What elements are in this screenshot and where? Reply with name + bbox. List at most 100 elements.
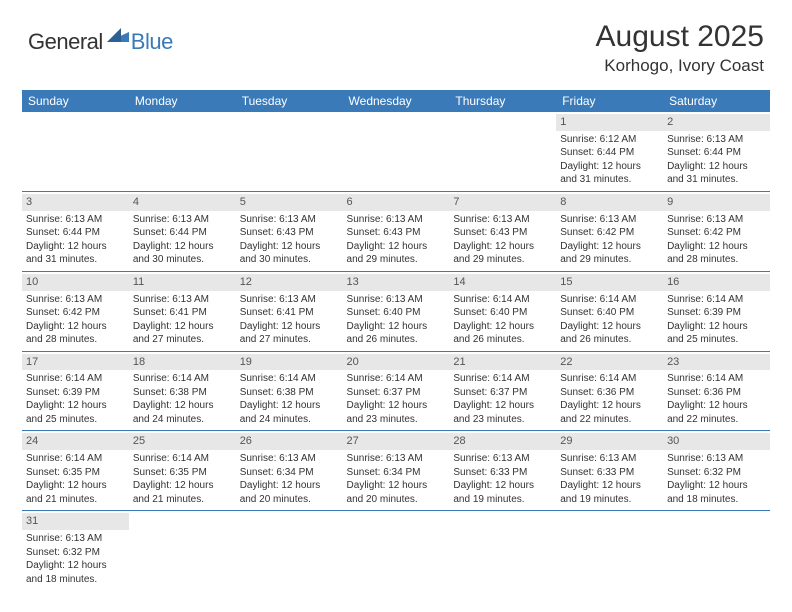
cell-text: Daylight: 12 hours (560, 479, 659, 493)
cell-text: Daylight: 12 hours (133, 240, 232, 254)
header: General Blue August 2025 Korhogo, Ivory … (0, 0, 792, 84)
day-number: 19 (236, 354, 343, 371)
cell-text: Sunset: 6:32 PM (667, 466, 766, 480)
cell-text: Sunset: 6:43 PM (240, 226, 339, 240)
cell-text: Sunrise: 6:14 AM (453, 293, 552, 307)
day-number: 25 (129, 433, 236, 450)
calendar-cell (129, 511, 236, 590)
calendar-cell: 13Sunrise: 6:13 AMSunset: 6:40 PMDayligh… (343, 271, 450, 351)
day-number: 14 (449, 274, 556, 291)
calendar-row: 3Sunrise: 6:13 AMSunset: 6:44 PMDaylight… (22, 191, 770, 271)
cell-text: Sunrise: 6:13 AM (347, 293, 446, 307)
cell-text: Daylight: 12 hours (560, 160, 659, 174)
day-number: 27 (343, 433, 450, 450)
cell-text: and 26 minutes. (453, 333, 552, 347)
cell-text: and 28 minutes. (667, 253, 766, 267)
cell-text: Sunrise: 6:14 AM (667, 372, 766, 386)
cell-text: Sunset: 6:42 PM (667, 226, 766, 240)
cell-text: Sunset: 6:41 PM (240, 306, 339, 320)
cell-text: Sunset: 6:35 PM (133, 466, 232, 480)
cell-text: Sunrise: 6:13 AM (453, 213, 552, 227)
cell-text: Sunset: 6:37 PM (347, 386, 446, 400)
cell-text: and 31 minutes. (667, 173, 766, 187)
day-number: 2 (663, 114, 770, 131)
location: Korhogo, Ivory Coast (596, 56, 764, 76)
calendar-cell: 3Sunrise: 6:13 AMSunset: 6:44 PMDaylight… (22, 191, 129, 271)
calendar-cell: 2Sunrise: 6:13 AMSunset: 6:44 PMDaylight… (663, 112, 770, 191)
day-number: 11 (129, 274, 236, 291)
cell-text: Sunrise: 6:14 AM (133, 452, 232, 466)
cell-text: Daylight: 12 hours (667, 240, 766, 254)
weekday-header: Sunday (22, 90, 129, 112)
cell-text: Daylight: 12 hours (560, 240, 659, 254)
calendar-cell: 12Sunrise: 6:13 AMSunset: 6:41 PMDayligh… (236, 271, 343, 351)
cell-text: and 26 minutes. (560, 333, 659, 347)
cell-text: Daylight: 12 hours (667, 160, 766, 174)
cell-text: and 27 minutes. (133, 333, 232, 347)
cell-text: Daylight: 12 hours (26, 399, 125, 413)
cell-text: Sunrise: 6:13 AM (26, 213, 125, 227)
cell-text: Sunrise: 6:13 AM (240, 213, 339, 227)
cell-text: and 22 minutes. (560, 413, 659, 427)
cell-text: and 25 minutes. (667, 333, 766, 347)
day-number: 4 (129, 194, 236, 211)
day-number: 8 (556, 194, 663, 211)
cell-text: Daylight: 12 hours (26, 559, 125, 573)
cell-text: Sunrise: 6:13 AM (667, 133, 766, 147)
cell-text: and 19 minutes. (560, 493, 659, 507)
cell-text: Sunrise: 6:12 AM (560, 133, 659, 147)
cell-text: and 21 minutes. (133, 493, 232, 507)
calendar-cell: 17Sunrise: 6:14 AMSunset: 6:39 PMDayligh… (22, 351, 129, 431)
calendar-cell (556, 511, 663, 590)
cell-text: and 30 minutes. (133, 253, 232, 267)
cell-text: Sunrise: 6:13 AM (133, 293, 232, 307)
day-number: 24 (22, 433, 129, 450)
cell-text: Daylight: 12 hours (453, 399, 552, 413)
day-number: 12 (236, 274, 343, 291)
day-number: 1 (556, 114, 663, 131)
cell-text: Daylight: 12 hours (347, 399, 446, 413)
cell-text: Sunset: 6:39 PM (667, 306, 766, 320)
cell-text: Daylight: 12 hours (133, 399, 232, 413)
calendar-cell: 28Sunrise: 6:13 AMSunset: 6:33 PMDayligh… (449, 431, 556, 511)
calendar-row: 24Sunrise: 6:14 AMSunset: 6:35 PMDayligh… (22, 431, 770, 511)
calendar-cell: 1Sunrise: 6:12 AMSunset: 6:44 PMDaylight… (556, 112, 663, 191)
weekday-header-row: Sunday Monday Tuesday Wednesday Thursday… (22, 90, 770, 112)
cell-text: Sunset: 6:32 PM (26, 546, 125, 560)
calendar-cell: 11Sunrise: 6:13 AMSunset: 6:41 PMDayligh… (129, 271, 236, 351)
logo-text-blue: Blue (131, 29, 173, 55)
cell-text: Sunset: 6:38 PM (133, 386, 232, 400)
cell-text: Sunset: 6:35 PM (26, 466, 125, 480)
cell-text: and 26 minutes. (347, 333, 446, 347)
cell-text: Sunset: 6:41 PM (133, 306, 232, 320)
cell-text: and 29 minutes. (453, 253, 552, 267)
calendar-cell: 27Sunrise: 6:13 AMSunset: 6:34 PMDayligh… (343, 431, 450, 511)
calendar-cell: 4Sunrise: 6:13 AMSunset: 6:44 PMDaylight… (129, 191, 236, 271)
calendar-cell: 18Sunrise: 6:14 AMSunset: 6:38 PMDayligh… (129, 351, 236, 431)
flag-icon (107, 28, 129, 47)
weekday-header: Friday (556, 90, 663, 112)
day-number: 6 (343, 194, 450, 211)
cell-text: Sunrise: 6:13 AM (560, 452, 659, 466)
cell-text: and 18 minutes. (667, 493, 766, 507)
cell-text: Sunset: 6:33 PM (453, 466, 552, 480)
title-block: August 2025 Korhogo, Ivory Coast (596, 20, 764, 76)
cell-text: Daylight: 12 hours (240, 399, 339, 413)
cell-text: Daylight: 12 hours (560, 399, 659, 413)
cell-text: Sunrise: 6:13 AM (453, 452, 552, 466)
day-number: 5 (236, 194, 343, 211)
day-number: 31 (22, 513, 129, 530)
day-number: 20 (343, 354, 450, 371)
calendar-cell: 22Sunrise: 6:14 AMSunset: 6:36 PMDayligh… (556, 351, 663, 431)
cell-text: Sunset: 6:42 PM (26, 306, 125, 320)
cell-text: Daylight: 12 hours (133, 479, 232, 493)
cell-text: Sunrise: 6:14 AM (26, 452, 125, 466)
cell-text: Daylight: 12 hours (240, 320, 339, 334)
cell-text: Sunset: 6:40 PM (560, 306, 659, 320)
cell-text: and 31 minutes. (26, 253, 125, 267)
page-title: August 2025 (596, 20, 764, 54)
cell-text: and 20 minutes. (240, 493, 339, 507)
day-number: 29 (556, 433, 663, 450)
cell-text: Sunset: 6:44 PM (26, 226, 125, 240)
cell-text: Sunrise: 6:13 AM (347, 213, 446, 227)
